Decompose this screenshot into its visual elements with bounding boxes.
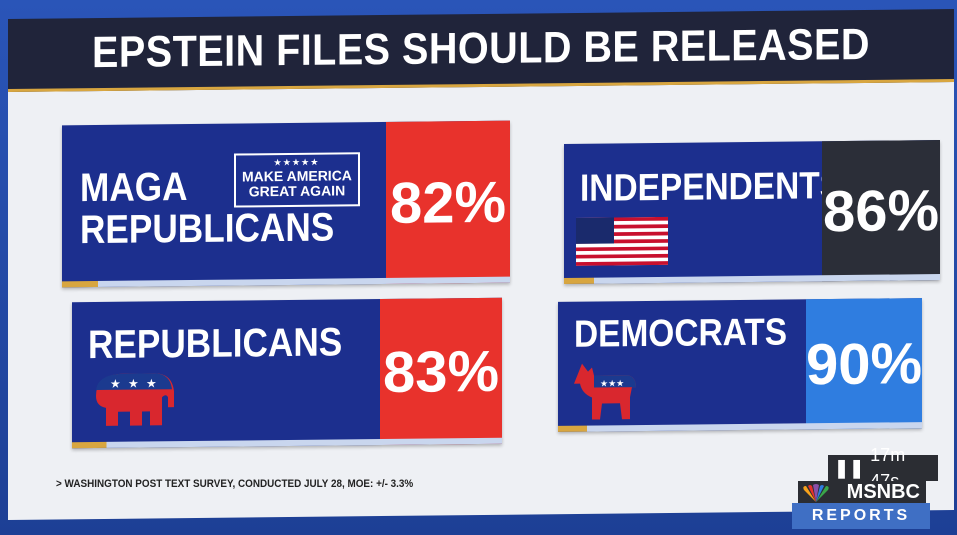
svg-text:★: ★ [110, 377, 121, 391]
pct-value: 83% [382, 338, 500, 405]
card-label: REPUBLICANS [88, 320, 343, 368]
svg-text:★: ★ [146, 376, 157, 390]
pct-box: 83% [380, 297, 502, 446]
pct-box: 82% [386, 120, 510, 284]
card-label-line2: REPUBLICANS [80, 205, 335, 253]
live-timer: ❚❚ 17m 47s [828, 445, 938, 491]
title-bar: EPSTEIN FILES SHOULD BE RELEASED [8, 9, 954, 92]
pct-box: 90% [805, 298, 923, 430]
card-label: INDEPENDENTS [580, 165, 842, 210]
card-label: DEMOCRATS [574, 311, 788, 356]
card-maga-republicans: MAGA REPUBLICANS ★★★★★ MAKE AMERICA GREA… [62, 120, 510, 288]
peacock-icon [803, 484, 829, 502]
pct-value: 90% [805, 330, 923, 397]
badge-line2: GREAT AGAIN [248, 182, 346, 200]
svg-text:★: ★ [128, 377, 139, 391]
page-title: EPSTEIN FILES SHOULD BE RELEASED [92, 19, 870, 78]
pause-icon: ❚❚ [834, 458, 865, 478]
pct-box: 86% [822, 140, 940, 282]
gop-elephant-icon: ★ ★ ★ [96, 373, 174, 426]
pct-value: 82% [389, 169, 507, 236]
show-name: REPORTS [792, 503, 930, 529]
card-democrats: DEMOCRATS ★★★ 90% [558, 298, 922, 432]
maga-badge: ★★★★★ MAKE AMERICA GREAT AGAIN [234, 152, 360, 208]
democrat-donkey-icon: ★★★ [574, 363, 636, 420]
svg-text:★★★: ★★★ [600, 379, 624, 389]
us-flag-icon [576, 216, 668, 266]
card-republicans: REPUBLICANS ★ ★ ★ 83% [72, 297, 502, 449]
card-independents: INDEPENDENTS 86% [564, 140, 940, 284]
network-logo: MSNBC [798, 481, 926, 503]
card-label-line1: MAGA [80, 165, 188, 211]
pct-value: 86% [822, 177, 940, 244]
source-footnote: > WASHINGTON POST TEXT SURVEY, CONDUCTED… [56, 478, 414, 490]
